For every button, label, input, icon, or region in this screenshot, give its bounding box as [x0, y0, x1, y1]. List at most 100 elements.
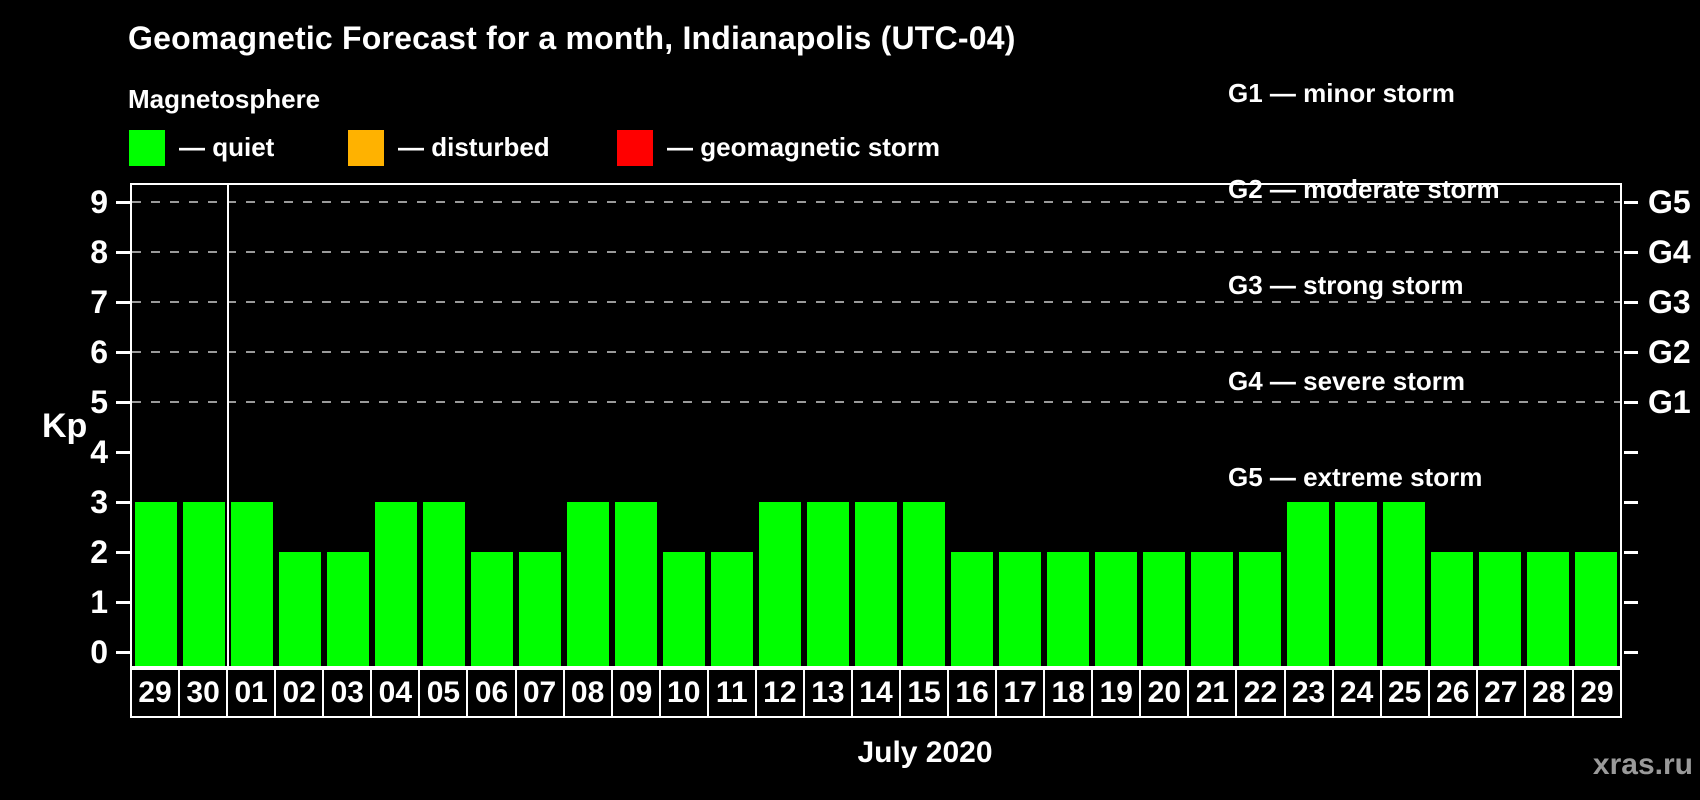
y-axis-tick-label: 7: [90, 284, 108, 320]
x-axis-day-label: 18: [1043, 670, 1091, 716]
gridline-kp5: [132, 401, 1620, 403]
gridline-kp9: [132, 201, 1620, 203]
x-axis-day-label: 26: [1427, 670, 1476, 716]
x-axis-day-label: 01: [226, 670, 274, 716]
y-axis-tick-left: [116, 201, 130, 204]
x-axis-day-label: 27: [1475, 670, 1524, 716]
bar-day-03: [327, 552, 369, 666]
x-axis-day-label: 28: [1523, 670, 1572, 716]
bar-day-27: [1479, 552, 1521, 666]
bar-day-19: [1095, 552, 1137, 666]
x-axis-day-row: 29 30 01 02 03 04 05 06 07 08 09 10 11 12 13 14 15 16 17 18…: [130, 668, 1622, 718]
y-axis-tick-right: [1624, 501, 1638, 504]
y-axis-tick-left: [116, 601, 130, 604]
x-axis-day-label: 14: [850, 670, 899, 716]
gridline-kp6: [132, 351, 1620, 353]
x-axis-day-label: 08: [562, 670, 611, 716]
x-axis-day-label: 17: [995, 670, 1043, 716]
bar-day-05: [423, 502, 465, 666]
x-axis-day-label: 29: [138, 676, 172, 709]
bar-day-29: [135, 502, 177, 666]
y-axis-tick-right: [1624, 551, 1638, 554]
x-axis-day-label: 16: [947, 670, 995, 716]
x-axis-day-label: 21: [1187, 670, 1235, 716]
bar-day-08: [567, 502, 609, 666]
bar-day-04: [375, 502, 417, 666]
bar-day-02: [279, 552, 321, 666]
x-axis-day-label: 04: [370, 670, 418, 716]
x-axis-day-label: 20: [1139, 670, 1187, 716]
bar-day-22: [1239, 552, 1281, 666]
x-axis-day-label: 22: [1235, 670, 1283, 716]
bar-day-26: [1431, 552, 1473, 666]
y-axis-tick-right: [1624, 601, 1638, 604]
x-axis-day-label: 23: [1283, 670, 1332, 716]
g-scale-item-g2: G2 — moderate storm: [1228, 174, 1500, 204]
y-axis-tick-label: 3: [90, 484, 108, 520]
plot-area: [130, 183, 1622, 668]
y-axis-tick-right: [1624, 651, 1638, 654]
bar-day-21: [1191, 552, 1233, 666]
y-axis-tick-right: [1624, 201, 1638, 204]
y-axis-tick-right: [1624, 251, 1638, 254]
bar-day-12: [759, 502, 801, 666]
y-axis-tick-label: 1: [90, 584, 108, 620]
y-axis-tick-left: [116, 301, 130, 304]
x-axis-day-label: 25: [1379, 670, 1428, 716]
x-axis-day-label: 29: [1571, 670, 1620, 716]
x-axis-title: July 2020: [857, 736, 993, 769]
y-axis-tick-left: [116, 251, 130, 254]
bar-day-28: [1527, 552, 1569, 666]
y-axis-tick-label: 2: [90, 534, 108, 570]
chart-title: Geomagnetic Forecast for a month, Indian…: [128, 20, 1016, 56]
y-axis-tick-left: [116, 351, 130, 354]
x-axis-day-label: 24: [1331, 670, 1380, 716]
x-axis-day-label: 10: [658, 670, 707, 716]
gridline-kp8: [132, 251, 1620, 253]
bar-day-11: [711, 552, 753, 666]
g-scale-legend: G1 — minor storm G2 — moderate storm G3 …: [1228, 13, 1500, 557]
x-axis-day-label: 09: [610, 670, 659, 716]
y-axis-tick-label: 0: [90, 634, 108, 670]
x-axis-day-label: 03: [322, 670, 370, 716]
x-axis-day-label: 19: [1091, 670, 1139, 716]
x-axis-day-label: 06: [466, 670, 514, 716]
kp-axis-label: Kp: [42, 407, 88, 445]
y-axis-tick-right: [1624, 301, 1638, 304]
legend-item-disturbed: — disturbed: [348, 129, 550, 166]
x-axis-day-label: 07: [514, 670, 563, 716]
x-axis-day-label: 12: [754, 670, 803, 716]
bar-day-15: [903, 502, 945, 666]
bar-day-10: [663, 552, 705, 666]
g-scale-item-g3: G3 — strong storm: [1228, 270, 1464, 300]
legend-label-storm: — geomagnetic storm: [667, 132, 941, 162]
y-axis-tick-left: [116, 551, 130, 554]
x-axis-day-label: 02: [274, 670, 322, 716]
bar-day-09: [615, 502, 657, 666]
bar-day-18: [1047, 552, 1089, 666]
month-separator-line: [227, 185, 229, 666]
x-axis-day-label: 15: [899, 670, 947, 716]
x-axis-day-label: 13: [802, 670, 851, 716]
bar-day-06: [471, 552, 513, 666]
g-axis-label-g5: G5: [1648, 184, 1691, 220]
x-axis-day-label: 30: [178, 670, 226, 716]
g-axis-label-g2: G2: [1648, 334, 1691, 370]
y-axis-tick-left: [116, 451, 130, 454]
storm-color-swatch-icon: [617, 129, 653, 166]
y-axis-tick-left: [116, 501, 130, 504]
y-axis-tick-left: [116, 651, 130, 654]
x-axis-day-label: 05: [418, 670, 466, 716]
y-axis-tick-right: [1624, 351, 1638, 354]
bar-day-13: [807, 502, 849, 666]
x-axis-day-label: 11: [706, 670, 755, 716]
bar-day-24: [1335, 502, 1377, 666]
y-axis-tick-right: [1624, 451, 1638, 454]
y-axis-tick-left: [116, 401, 130, 404]
g-axis-label-g1: G1: [1648, 384, 1691, 420]
bar-day-14: [855, 502, 897, 666]
bar-day-30: [183, 502, 225, 666]
legend-item-storm: — geomagnetic storm: [617, 129, 940, 166]
bar-day-07: [519, 552, 561, 666]
